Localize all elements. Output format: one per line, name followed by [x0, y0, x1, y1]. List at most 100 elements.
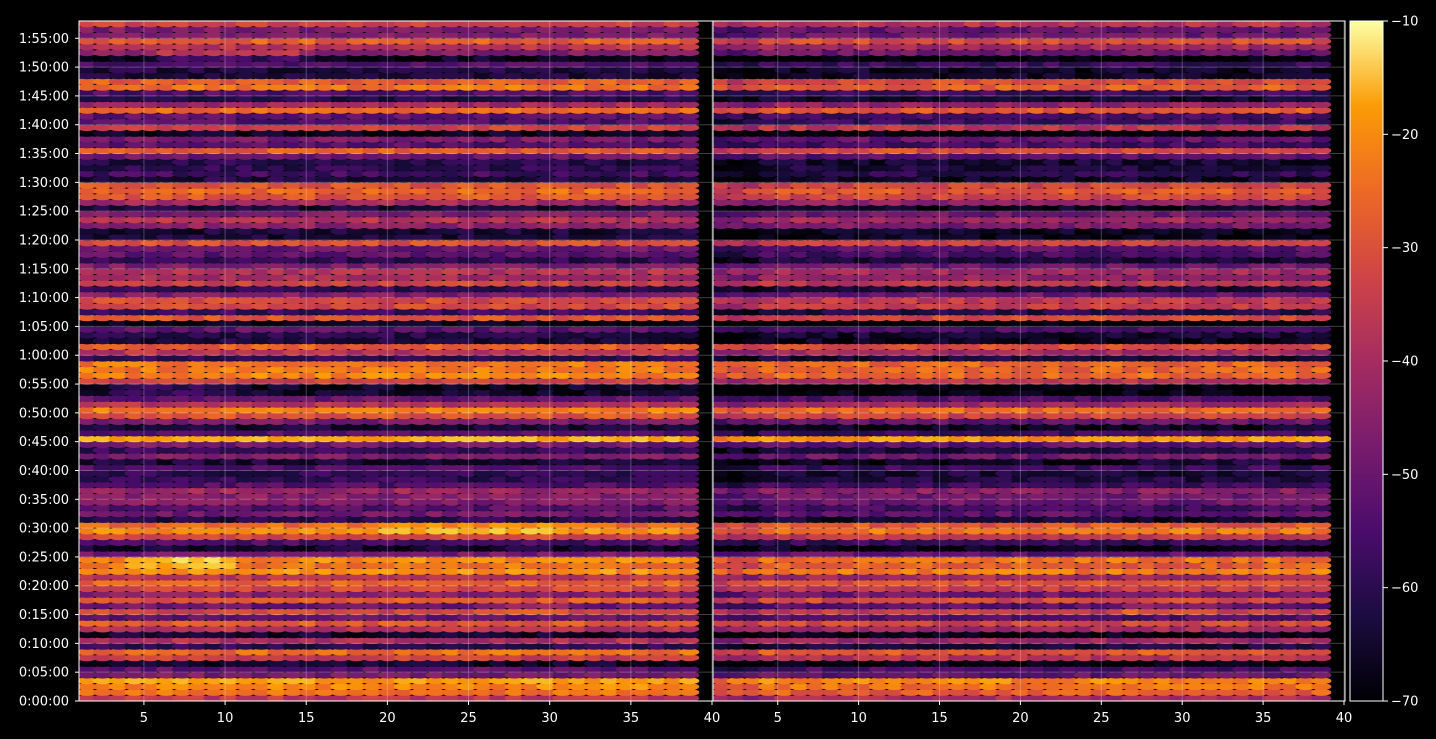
heatmap-cell — [679, 377, 700, 385]
heatmap-cell — [457, 475, 478, 483]
heatmap-cell — [92, 498, 113, 506]
heatmap-cell — [92, 527, 113, 535]
heatmap-cell — [568, 475, 589, 483]
heatmap-cell — [79, 562, 98, 570]
heatmap-cell — [552, 112, 573, 120]
heatmap-cell — [282, 625, 304, 633]
heatmap-cell — [599, 688, 621, 696]
heatmap-cell — [171, 550, 193, 558]
heatmap-cell — [473, 464, 494, 472]
heatmap-cell — [79, 112, 98, 120]
heatmap-cell — [267, 677, 288, 685]
heatmap-cell — [140, 683, 161, 691]
heatmap-cell — [362, 112, 383, 120]
heatmap-cell — [504, 129, 525, 137]
heatmap-cell — [140, 544, 161, 552]
heatmap-cell — [219, 239, 240, 247]
heatmap-cell — [504, 268, 525, 276]
heatmap-cell — [314, 527, 335, 535]
heatmap-cell — [251, 441, 272, 449]
heatmap-cell — [298, 308, 319, 316]
heatmap-cell — [108, 631, 129, 639]
heatmap-cell — [124, 625, 145, 633]
heatmap-cell — [679, 441, 700, 449]
heatmap-cell — [441, 279, 462, 287]
heatmap-cell — [615, 539, 636, 547]
heatmap-cell — [330, 302, 351, 310]
heatmap-cell — [409, 625, 430, 633]
heatmap-cell — [457, 544, 478, 552]
heatmap-cell — [346, 458, 367, 466]
heatmap-cell — [140, 285, 161, 293]
heatmap-cell — [235, 527, 256, 535]
heatmap-cell — [615, 596, 636, 604]
heatmap-cell — [156, 314, 177, 322]
heatmap-cell — [409, 147, 430, 155]
heatmap-cell — [615, 331, 636, 339]
heatmap-cell — [282, 147, 304, 155]
heatmap-cell — [441, 544, 462, 552]
heatmap-cell — [599, 642, 621, 650]
heatmap-cell — [171, 665, 193, 673]
heatmap-cell — [584, 141, 605, 149]
heatmap-cell — [203, 475, 224, 483]
heatmap-cell — [282, 152, 304, 160]
heatmap-cell — [473, 625, 494, 633]
heatmap-cell — [92, 279, 113, 287]
heatmap-cell — [488, 141, 510, 149]
heatmap-cell — [298, 492, 319, 500]
heatmap-cell — [520, 688, 541, 696]
heatmap-cell — [156, 596, 177, 604]
heatmap-cell — [600, 9, 620, 16]
heatmap-cell — [187, 187, 208, 195]
heatmap-cell — [187, 181, 208, 189]
heatmap-cell — [251, 492, 272, 500]
heatmap-cell — [441, 354, 462, 362]
heatmap-cell — [140, 441, 161, 449]
heatmap-cell — [171, 377, 193, 385]
heatmap-cell — [409, 435, 430, 443]
heatmap-cell — [552, 320, 573, 328]
heatmap-cell — [615, 417, 636, 426]
heatmap-cell — [488, 475, 510, 483]
heatmap-cell — [647, 510, 668, 518]
heatmap-cell — [298, 441, 319, 449]
heatmap-cell — [393, 135, 415, 143]
heatmap-cell — [552, 239, 573, 247]
heatmap-cell — [441, 383, 462, 391]
heatmap-cell — [251, 279, 272, 287]
heatmap-cell — [536, 498, 557, 506]
heatmap-cell — [156, 262, 177, 270]
heatmap-cell — [504, 515, 525, 523]
heatmap-cell — [599, 521, 621, 529]
heatmap-cell — [663, 400, 684, 408]
heatmap-cell — [171, 688, 193, 696]
heatmap-cell — [568, 608, 589, 616]
heatmap-cell — [171, 170, 193, 178]
heatmap-cell — [425, 504, 446, 512]
heatmap-cell — [425, 475, 446, 483]
heatmap-cell — [330, 400, 351, 408]
heatmap-cell — [282, 550, 304, 558]
heatmap-cell — [425, 337, 446, 345]
heatmap-cell — [425, 348, 446, 356]
heatmap-cell — [520, 654, 541, 662]
heatmap-cell — [251, 458, 272, 466]
heatmap-cell — [425, 233, 446, 241]
heatmap-cell — [251, 273, 272, 281]
heatmap-cell — [441, 360, 462, 368]
heatmap-cell — [203, 394, 224, 402]
heatmap-cell — [92, 596, 113, 604]
heatmap-cell — [140, 210, 161, 218]
heatmap-cell — [441, 521, 462, 529]
heatmap-cell — [362, 412, 383, 420]
heatmap-cell — [457, 504, 478, 512]
heatmap-cell — [631, 222, 652, 230]
heatmap-cell — [536, 181, 557, 189]
heatmap-cell — [631, 429, 652, 437]
heatmap-cell — [647, 377, 668, 385]
heatmap-cell — [92, 118, 113, 126]
heatmap-cell — [377, 539, 399, 547]
heatmap-cell — [235, 556, 256, 564]
heatmap-cell — [92, 135, 113, 143]
